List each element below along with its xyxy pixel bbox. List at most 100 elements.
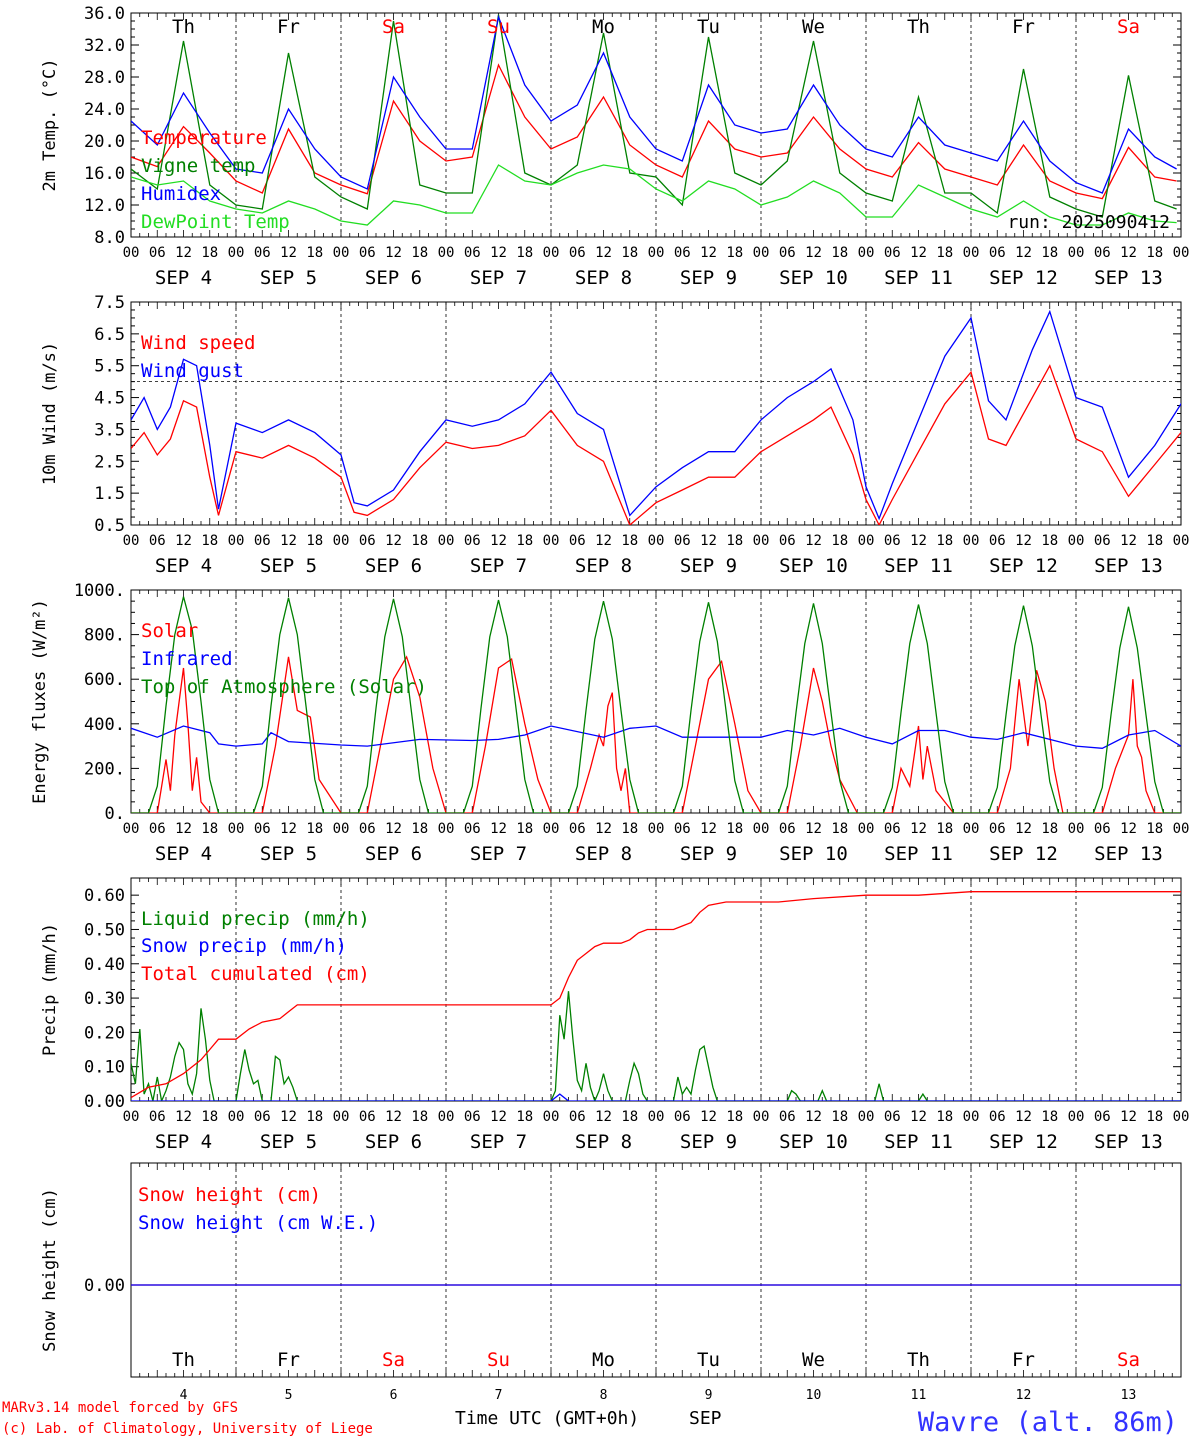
y-tick-label: 0.5 — [94, 516, 125, 536]
panels: 8.0 12.0 16.0 20.0 24.0 28.0 32.0 36.0 2m Temp. … — [30, 4, 1190, 1403]
date-number: 11 — [911, 1388, 927, 1403]
hour-label: 12 — [175, 245, 192, 261]
date-label: SEP 9 — [680, 267, 737, 289]
legend-label: Infrared — [141, 648, 233, 670]
hour-label: 18 — [1146, 533, 1163, 549]
hour-label: 06 — [359, 533, 376, 549]
date-label: SEP 11 — [884, 555, 953, 577]
date-number: 6 — [390, 1388, 398, 1403]
day-name: Su — [487, 16, 510, 38]
date-label: SEP 4 — [155, 555, 212, 577]
date-label: SEP 11 — [884, 843, 953, 865]
date-label: SEP 7 — [470, 1131, 527, 1153]
y-tick-label: 0.60 — [84, 886, 125, 906]
hour-label: 12 — [595, 1109, 612, 1125]
hour-label: 00 — [123, 1109, 140, 1125]
y-tick-label: 1000. — [74, 581, 125, 601]
y-tick-label: 0.20 — [84, 1023, 125, 1043]
hour-label: 18 — [726, 245, 743, 261]
legend-label: Snow height (cm) — [138, 1184, 321, 1206]
y-tick-label: 28.0 — [84, 68, 125, 88]
hour-label: 18 — [831, 821, 848, 837]
date-label: SEP 11 — [884, 267, 953, 289]
hour-label: 06 — [149, 1109, 166, 1125]
hour-label: 06 — [464, 1109, 481, 1125]
hour-label: 18 — [831, 1109, 848, 1125]
y-tick-label: 36.0 — [84, 4, 125, 24]
hour-label: 00 — [1173, 533, 1190, 549]
date-number: 8 — [600, 1388, 608, 1403]
hour-label: 18 — [1146, 245, 1163, 261]
hour-label: 18 — [411, 245, 428, 261]
y-axis-label: Energy fluxes (W/m²) — [30, 599, 50, 804]
hour-label: 00 — [1173, 1109, 1190, 1125]
hour-label: 06 — [359, 1109, 376, 1125]
date-label: SEP 4 — [155, 267, 212, 289]
date-label: SEP 4 — [155, 1131, 212, 1153]
hour-label: 12 — [175, 821, 192, 837]
hour-label: 12 — [805, 1109, 822, 1125]
hour-label: 18 — [1041, 821, 1058, 837]
hour-label: 06 — [1094, 533, 1111, 549]
hour-label: 18 — [936, 821, 953, 837]
hour-label: 18 — [621, 245, 638, 261]
y-tick-label: 0.00 — [84, 1276, 125, 1296]
hour-label: 00 — [753, 245, 770, 261]
hour-label: 18 — [1146, 821, 1163, 837]
hour-label: 12 — [490, 533, 507, 549]
location-label: Wavre (alt. 86m) — [918, 1407, 1178, 1438]
hour-label: 12 — [280, 821, 297, 837]
hour-label: 06 — [569, 533, 586, 549]
copyright: (c) Lab. of Climatology, University of L… — [2, 1421, 373, 1437]
hour-label: 18 — [516, 245, 533, 261]
y-axis-label: 2m Temp. (°C) — [40, 58, 60, 191]
hour-label: 06 — [884, 245, 901, 261]
y-tick-label: 800. — [84, 626, 125, 646]
series-line-infrared — [131, 725, 1181, 749]
hour-label: 12 — [805, 245, 822, 261]
series-line-liquid-precip-mm-h — [131, 991, 1181, 1101]
hour-label: 00 — [228, 821, 245, 837]
hour-label: 12 — [280, 245, 297, 261]
y-axis-label: Snow height (cm) — [40, 1188, 60, 1352]
hour-label: 00 — [333, 1109, 350, 1125]
day-name: Sa — [382, 1349, 405, 1371]
hour-label: 00 — [1173, 821, 1190, 837]
date-number: 4 — [180, 1388, 188, 1403]
model-credit: MARv3.14 model forced by GFS — [2, 1400, 238, 1416]
hour-label: 06 — [674, 821, 691, 837]
hour-label: 12 — [910, 821, 927, 837]
hour-label: 00 — [648, 245, 665, 261]
hour-label: 12 — [280, 533, 297, 549]
hour-label: 06 — [1094, 1109, 1111, 1125]
series-line-snow-precip-mm-h — [131, 1093, 1181, 1101]
y-tick-label: 200. — [84, 759, 125, 779]
hour-label: 06 — [254, 821, 271, 837]
series-line-humidex — [131, 14, 1177, 194]
y-tick-label: 0. — [105, 804, 125, 824]
day-name: Sa — [1117, 1349, 1140, 1371]
date-label: SEP 10 — [779, 267, 848, 289]
hour-label: 06 — [674, 1109, 691, 1125]
hour-label: 00 — [963, 245, 980, 261]
y-tick-label: 8.0 — [94, 228, 125, 248]
hour-label: 18 — [936, 1109, 953, 1125]
hour-label: 12 — [700, 1109, 717, 1125]
y-axis-label: Precip (mm/h) — [40, 923, 60, 1056]
date-label: SEP 10 — [779, 843, 848, 865]
hour-label: 00 — [438, 1109, 455, 1125]
hour-label: 18 — [621, 1109, 638, 1125]
hour-label: 06 — [779, 533, 796, 549]
hour-label: 18 — [1041, 533, 1058, 549]
date-label: SEP 8 — [575, 267, 632, 289]
y-tick-label: 16.0 — [84, 164, 125, 184]
hour-label: 18 — [306, 533, 323, 549]
hour-label: 00 — [543, 821, 560, 837]
hour-label: 18 — [936, 533, 953, 549]
series-line-top-of-atmosphere-solar — [131, 596, 1181, 813]
hour-label: 18 — [1041, 245, 1058, 261]
day-name: Tu — [697, 1349, 720, 1371]
hour-label: 00 — [648, 533, 665, 549]
hour-label: 00 — [1068, 245, 1085, 261]
day-name: Fr — [1012, 16, 1035, 38]
